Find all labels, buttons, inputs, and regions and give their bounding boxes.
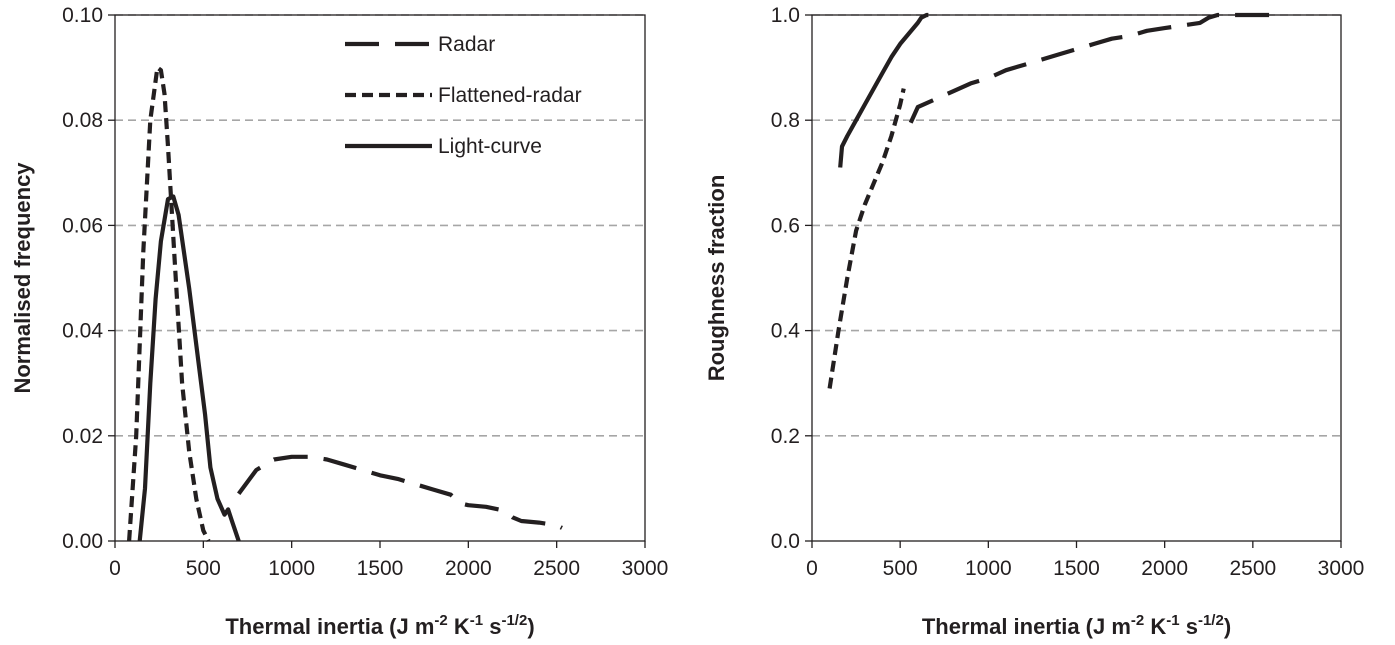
x-tick-label: 2500 [1229,557,1276,580]
series-line-light-curve [838,12,929,168]
x-tick-label: 1500 [1053,557,1100,580]
y-tick-label: 0.00 [62,530,103,553]
y-axis-label: Normalised frequency [10,162,35,394]
y-tick-label: 0.08 [62,109,103,132]
x-tick-label: 1500 [357,557,404,580]
series-line-light-curve [137,194,241,542]
series-line-flattened-radar [127,65,211,542]
x-tick-label: 1000 [268,557,315,580]
x-tick-label: 2000 [445,557,492,580]
x-tick-label: 0 [109,557,121,580]
y-tick-label: 1.0 [771,4,800,27]
x-tick-label: 2000 [1141,557,1188,580]
y-tick-label: 0.02 [62,425,103,448]
legend-label: Flattened-radar [438,84,582,107]
legend-label: Light-curve [438,135,542,158]
legend: Radar Flattened-radar Light-curve [345,33,582,158]
y-tick-label: 0.04 [62,320,103,343]
y-tick-label: 0.4 [771,320,801,343]
y-tick-label: 0.2 [771,425,800,448]
chart-panel-2: 0.0 0.2 0.4 0.6 0.8 1.0 0 500 1000 1500 2000 2500 30… [704,4,1364,639]
plot-frame [811,14,1342,542]
y-tick-label: 0.6 [771,214,800,237]
y-tick-label: 0.06 [62,214,103,237]
chart-panel-1: 0.00 0.02 0.04 0.06 0.08 0.10 0 500 1000 1500 2000… [10,4,668,639]
y-axis-label: Roughness fraction [704,175,729,382]
x-axis-label: Thermal inertia (J m-2 K-1 s-1/2) [922,612,1231,639]
x-tick-label: 500 [883,557,918,580]
x-tick-label: 3000 [622,557,669,580]
x-axis-label: Thermal inertia (J m-2 K-1 s-1/2) [225,612,534,639]
x-tick-label: 3000 [1318,557,1365,580]
x-tick-label: 2500 [533,557,580,580]
y-tick-label: 0.8 [771,109,800,132]
x-tick-label: 1000 [965,557,1012,580]
y-tick-label: 0.10 [62,4,103,27]
series-line-flattened-radar [827,88,906,389]
legend-label: Radar [438,33,495,56]
x-tick-label: 0 [806,557,818,580]
series-line-radar [237,454,563,530]
y-tick-label: 0.0 [771,530,800,553]
series-line-radar [908,12,1271,124]
x-tick-label: 500 [186,557,221,580]
